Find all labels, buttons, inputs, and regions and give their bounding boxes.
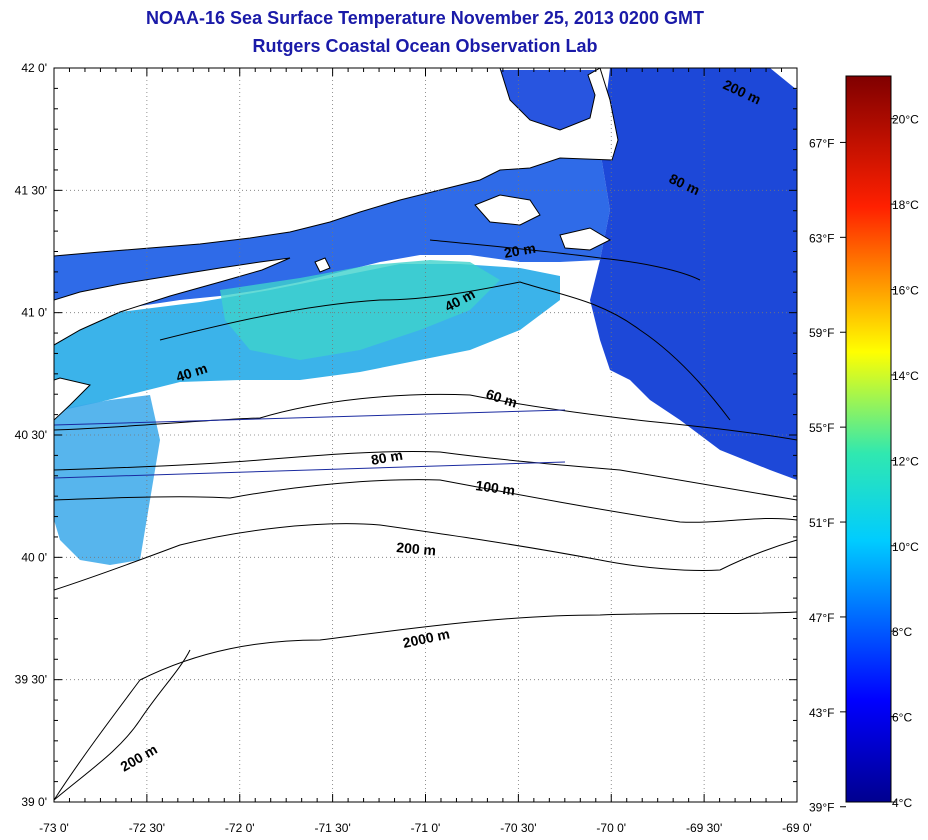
contour-label: 200 m [396, 539, 437, 558]
colorbar-label-c: 14°C [892, 369, 919, 383]
map-title: NOAA-16 Sea Surface Temperature November… [146, 8, 704, 28]
colorbar-label-f: 63°F [809, 231, 834, 245]
colorbar [845, 75, 892, 803]
marthas-vineyard-land [474, 194, 541, 226]
lon-tick-label: -72 0' [225, 821, 255, 835]
lat-tick-label: 40 0' [21, 550, 47, 564]
lon-tick-label: -71 0' [411, 821, 441, 835]
contour-40m [159, 281, 731, 421]
colorbar-label-f: 47°F [809, 611, 834, 625]
colorbar-label-c: 8°C [892, 625, 912, 639]
contour-80m [54, 451, 797, 501]
lon-tick-label: -70 30' [500, 821, 536, 835]
colorbar-label-f: 51°F [809, 516, 834, 530]
lat-tick-label: 40 30' [15, 428, 47, 442]
contour-20m [429, 239, 701, 281]
lat-tick-label: 41 0' [21, 306, 47, 320]
colorbar-ticks: 20°C 18°C 16°C 14°C 12°C 10°C 8°C 6°C 4°C 67°F 63°… [809, 113, 919, 815]
colorbar-label-c: 20°C [892, 113, 919, 127]
colorbar-label-f: 39°F [809, 801, 834, 815]
colorbar-label-f: 43°F [809, 706, 834, 720]
nj-coast-land [54, 377, 91, 421]
lon-tick-label: -70 0' [596, 821, 626, 835]
bathymetry-contours [54, 239, 797, 801]
contour-2000m [54, 611, 797, 801]
lat-tick-label: 41 30' [15, 183, 47, 197]
map-subtitle: Rutgers Coastal Ocean Observation Lab [252, 36, 598, 56]
lon-tick-label: -69 0' [782, 821, 812, 835]
lat-tick-label: 39 30' [15, 673, 47, 687]
contour-100m [54, 479, 797, 523]
colorbar-label-f: 67°F [809, 136, 834, 150]
long-island-land [54, 257, 291, 346]
contour-label: 20 m [503, 240, 537, 261]
nantucket-land [559, 227, 612, 251]
colorbar-label-c: 16°C [892, 284, 919, 298]
colorbar-label-c: 12°C [892, 454, 919, 468]
colorbar-label-f: 59°F [809, 326, 834, 340]
colorbar-label-f: 55°F [809, 421, 834, 435]
map-area: 20 m 40 m 40 m 60 m 80 m 80 m 100 m 200 … [54, 68, 797, 802]
block-island-land [314, 257, 331, 273]
colorbar-label-c: 6°C [892, 711, 912, 725]
contour-labels: 20 m 40 m 40 m 60 m 80 m 80 m 100 m 200 … [118, 76, 764, 774]
lon-tick-label: -72 30' [129, 821, 165, 835]
lon-tick-label: -69 30' [686, 821, 722, 835]
colorbar-label-c: 4°C [892, 796, 912, 810]
contour-200m-southwest [54, 649, 191, 801]
sst-swath-southwest [54, 395, 160, 565]
colorbar-label-c: 10°C [892, 540, 919, 554]
colorbar-label-c: 18°C [892, 198, 919, 212]
shipping-lane-south [54, 461, 566, 479]
lon-tick-label: -71 30' [314, 821, 350, 835]
contour-label: 80 m [370, 447, 404, 468]
contour-200m [54, 523, 797, 591]
map-axes: -73 0' -72 30' -72 0' -71 30' -71 0' -70 30' -… [15, 61, 812, 835]
shipping-lane-north [54, 409, 566, 426]
lat-tick-label: 39 0' [21, 795, 47, 809]
sst-swath-warm [220, 260, 500, 360]
lon-tick-label: -73 0' [39, 821, 69, 835]
new-england-land [54, 68, 619, 257]
contour-60m [54, 393, 797, 441]
contour-label: 100 m [475, 477, 517, 498]
lat-tick-label: 42 0' [21, 61, 47, 75]
sst-swath-offshore-east [590, 68, 797, 480]
